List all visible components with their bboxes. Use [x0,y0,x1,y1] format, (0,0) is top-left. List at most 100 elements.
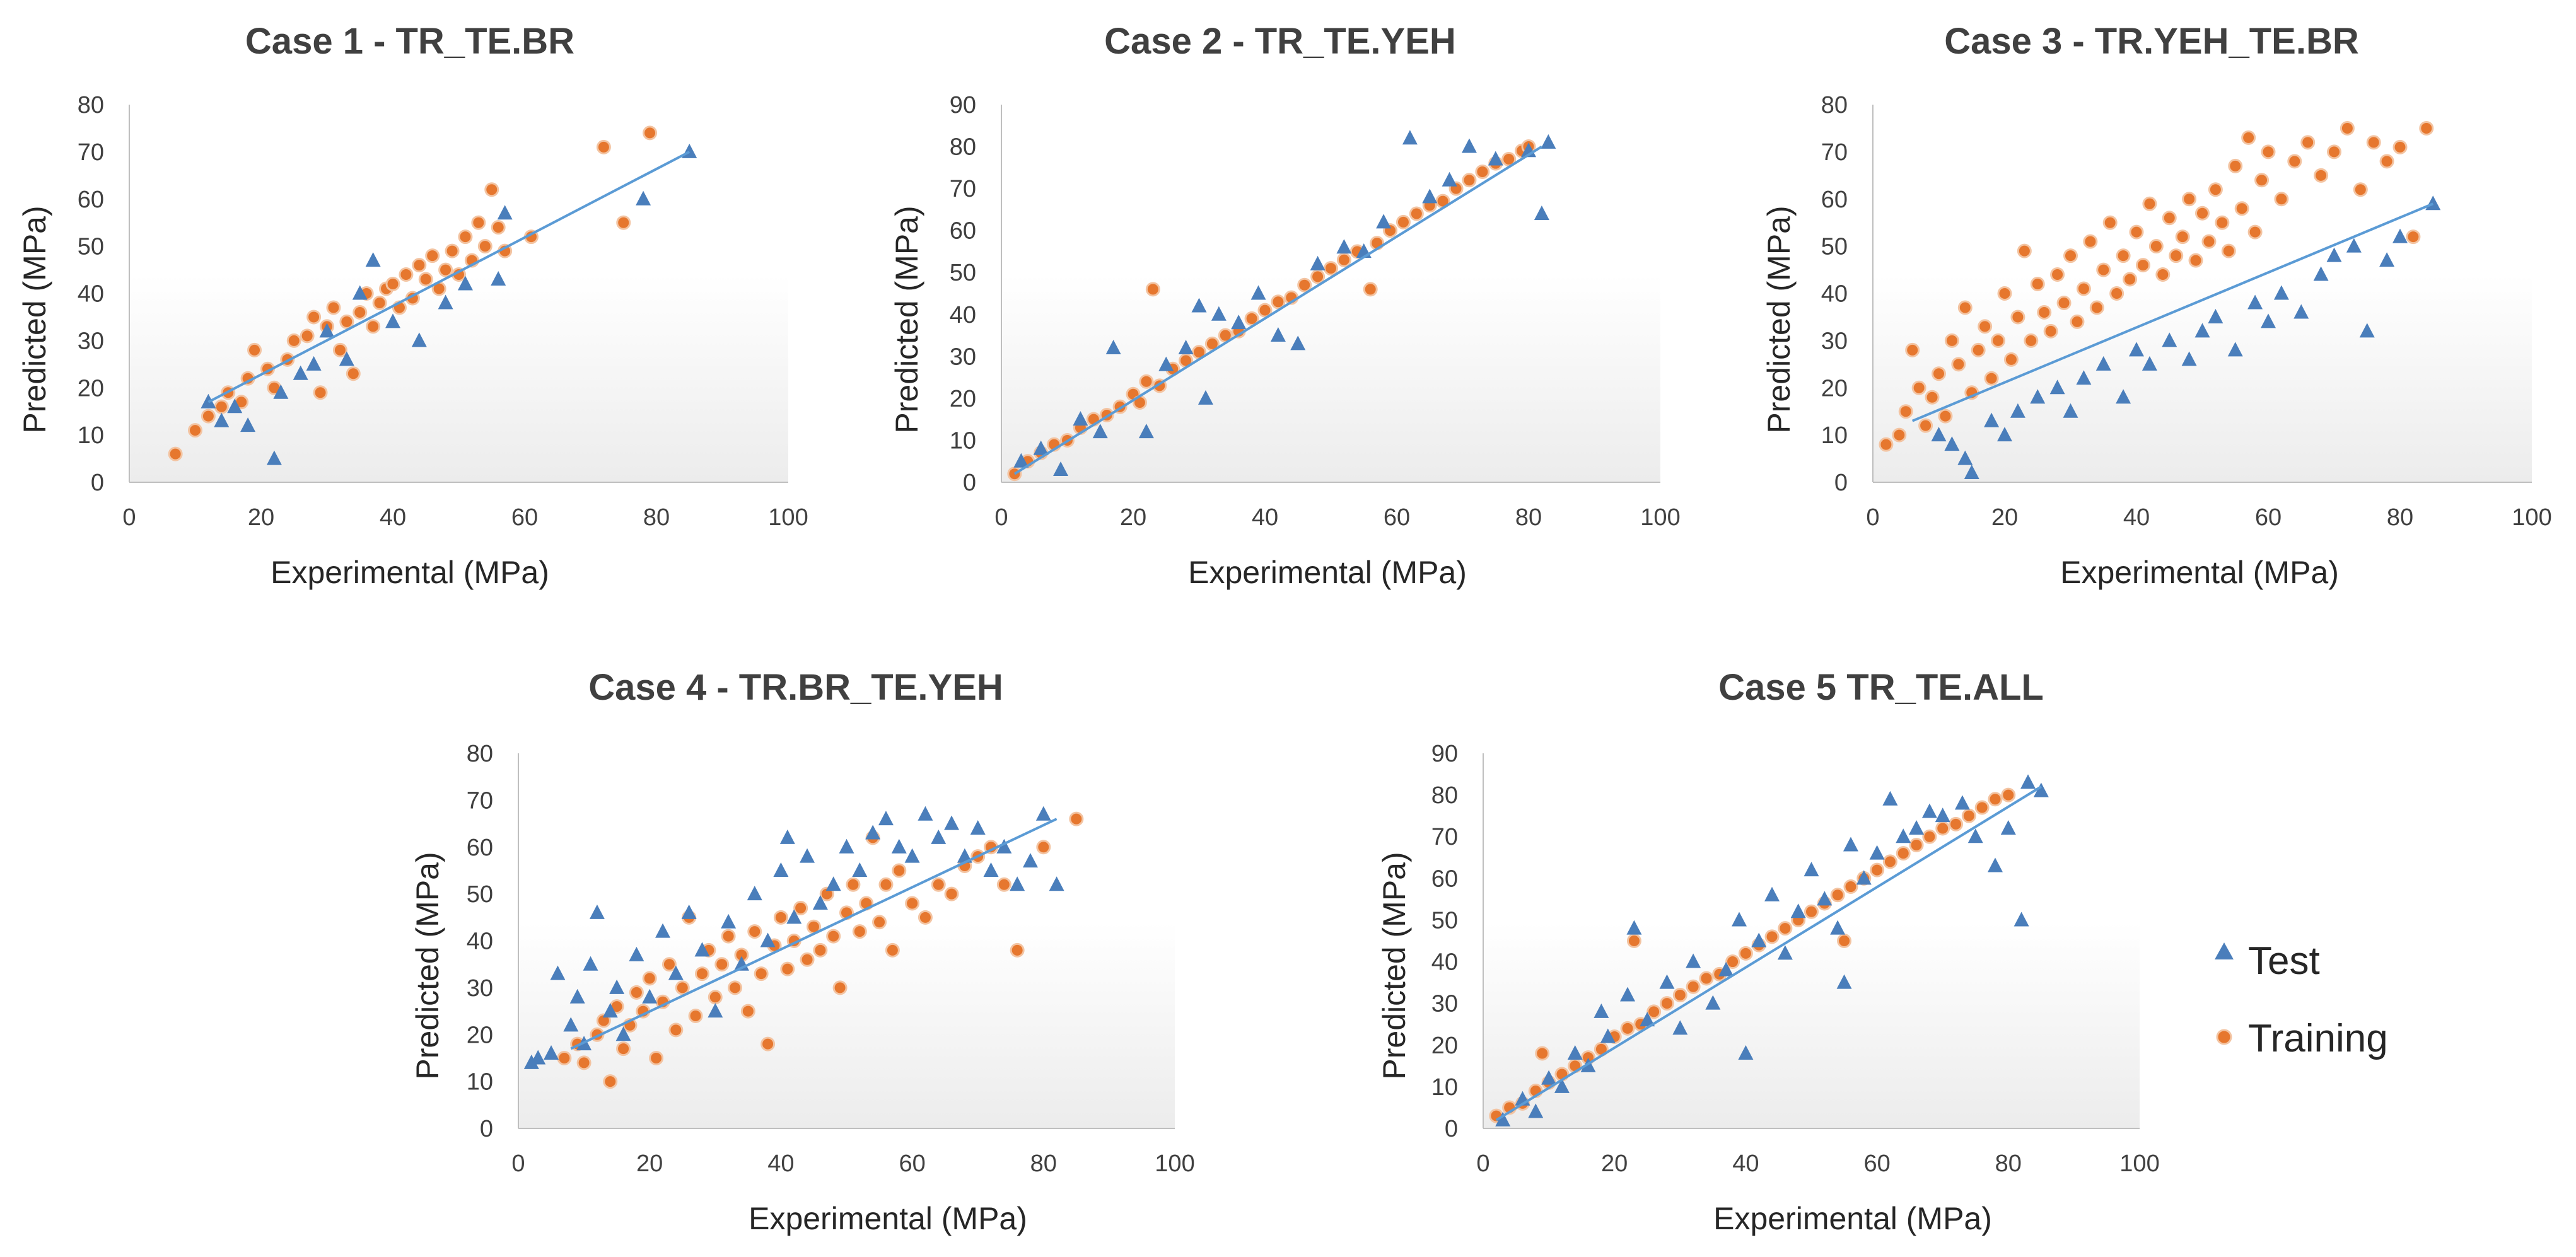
test-point [1534,206,1549,221]
legend-test-marker [2215,942,2234,959]
test-point [411,332,427,347]
legend: Test Training [2215,939,2388,1060]
training-point [1911,380,1926,395]
test-point [2129,342,2144,357]
y-tick-label: 40 [1431,949,1458,976]
test-point [352,285,368,300]
test-point [1997,427,2012,442]
training-point [385,277,400,292]
training-point [2129,224,2144,240]
x-axis-label: Experimental (MPa) [1188,555,1467,590]
y-tick-label: 30 [950,344,976,370]
training-point [2274,192,2289,207]
test-point [1686,953,1701,968]
training-point [1949,816,1964,831]
test-point [1105,340,1121,355]
test-point [1013,453,1029,468]
test-point [1944,436,1960,451]
y-tick-label: 60 [950,218,976,245]
x-tick-label: 0 [1866,504,1879,531]
training-point [2043,323,2058,339]
y-tick-label: 20 [1821,375,1848,402]
test-point [1882,791,1898,806]
plot-area: 0 20 40 60 80 100 0 10 20 30 40 50 60 70 80 90 [1431,741,2160,1177]
x-tick-label: 40 [767,1150,794,1177]
trendline [1013,145,1542,475]
training-point [1535,1046,1550,1061]
y-tick-label: 30 [467,975,493,1002]
test-point [865,825,881,840]
test-point [240,417,256,432]
test-point [786,909,802,924]
test-point [2247,294,2263,310]
test-point [1376,214,1392,229]
training-point [458,229,473,245]
training-point [1336,252,1351,267]
test-point [1035,806,1051,821]
training-point [2221,243,2236,258]
training-point [2169,248,2184,264]
training-point [1310,269,1326,284]
training-point [694,966,709,982]
test-point [497,205,513,220]
training-point [484,182,499,197]
test-point [1594,1003,1609,1018]
y-tick-label: 50 [78,234,104,260]
x-tick-label: 0 [122,504,136,531]
y-tick-label: 40 [78,281,104,308]
training-point [852,924,867,939]
test-point [1984,412,2000,427]
training-point [1971,342,1986,357]
training-point [826,929,841,944]
x-tick-label: 40 [380,504,406,531]
training-point [2135,258,2150,273]
training-point [2017,243,2032,258]
training-point [1974,800,1990,815]
training-point [214,399,229,414]
test-point [2095,356,2111,371]
x-tick-label: 60 [899,1150,925,1177]
training-point [1918,418,1933,433]
training-point [761,1036,776,1051]
test-point [636,190,651,206]
test-point [1856,870,1872,885]
test-point [2076,370,2092,385]
test-point [1073,411,1088,426]
training-point [1909,837,1924,852]
y-tick-label: 90 [1431,741,1458,767]
training-point [2215,215,2230,230]
chart-case-2: Case 2 - TR_TE.YEH Experimental (MPa) Pr… [889,21,1467,590]
training-point [2070,314,2085,329]
test-point [2346,238,2362,253]
test-point [655,923,671,938]
training-point [425,248,440,264]
test-point [1817,891,1833,906]
training-point [2148,239,2164,254]
test-point [1830,920,1846,935]
training-point [300,328,315,344]
training-point [1978,319,1993,334]
training-point [1069,811,1084,826]
test-point [273,384,289,399]
test-point [2116,389,2131,404]
training-point [1244,311,1259,326]
test-point [1935,808,1950,823]
test-point [2010,403,2025,418]
test-point [2063,403,2078,418]
plot-area: 0 20 40 60 80 100 0 10 20 30 40 50 60 70 80 [78,92,808,531]
test-point [1488,151,1503,166]
y-tick-label: 80 [467,741,493,767]
training-point [1324,261,1338,276]
x-tick-label: 100 [2512,504,2551,531]
test-point [996,838,1012,854]
training-point [2083,234,2098,249]
training-point [1257,303,1273,318]
x-tick-label: 40 [1252,504,1278,531]
training-point [2109,286,2124,301]
test-point [721,913,737,929]
test-point [1461,138,1477,153]
training-point [740,1004,755,1019]
training-point [846,877,861,892]
test-point [694,942,710,957]
test-point [1554,1078,1570,1093]
